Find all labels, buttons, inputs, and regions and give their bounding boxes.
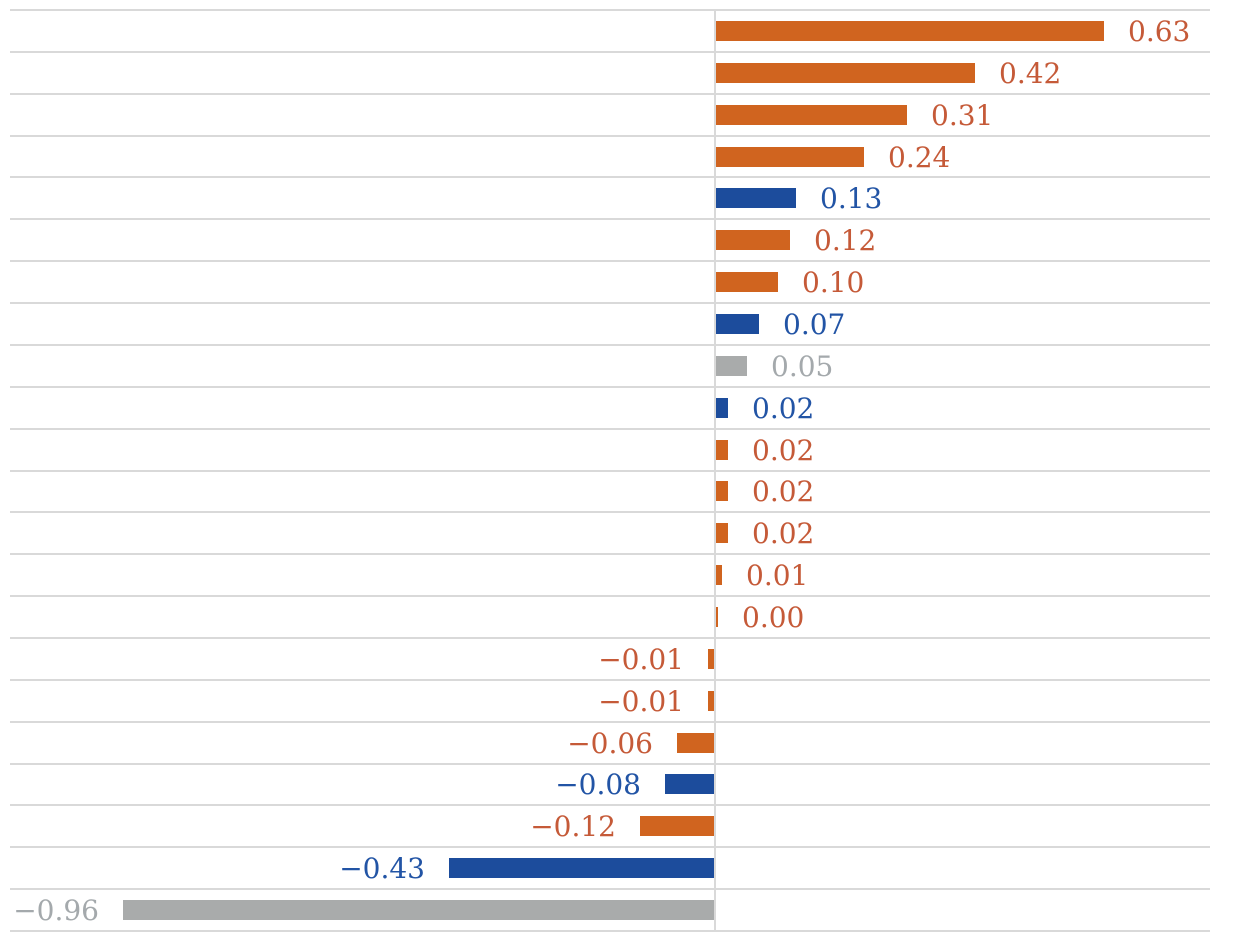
bar <box>716 230 790 250</box>
value-label: −0.01 <box>598 685 684 718</box>
value-label: −0.12 <box>530 810 616 843</box>
gridline <box>10 385 1210 388</box>
gridline <box>10 176 1210 179</box>
bar <box>716 356 747 376</box>
gridline <box>10 762 1210 765</box>
gridline <box>10 260 1210 263</box>
value-label: 0.13 <box>820 182 883 215</box>
bar <box>716 314 759 334</box>
bar <box>708 691 714 711</box>
bar <box>716 523 728 543</box>
value-label: 0.02 <box>752 475 815 508</box>
value-label: −0.43 <box>339 852 425 885</box>
bar <box>716 565 722 585</box>
value-label: −0.06 <box>567 727 653 760</box>
bar <box>708 649 714 669</box>
value-label: 0.31 <box>931 99 994 132</box>
bar <box>716 607 718 627</box>
bar <box>716 105 907 125</box>
bar <box>716 63 975 83</box>
gridline <box>10 720 1210 723</box>
value-label: 0.07 <box>783 308 846 341</box>
gridline <box>10 888 1210 891</box>
gridline <box>10 92 1210 95</box>
gridline <box>10 930 1210 932</box>
bar <box>716 398 728 418</box>
gridline <box>10 678 1210 681</box>
value-label: 0.01 <box>746 559 809 592</box>
value-label: 0.02 <box>752 392 815 425</box>
gridline <box>10 134 1210 137</box>
bar <box>716 147 864 167</box>
gridline <box>10 9 1210 11</box>
gridline <box>10 804 1210 807</box>
value-label: 0.12 <box>814 224 877 257</box>
bar <box>716 440 728 460</box>
value-label: 0.05 <box>771 350 834 383</box>
bar <box>123 900 714 920</box>
gridline <box>10 427 1210 430</box>
gridline <box>10 302 1210 305</box>
value-label: 0.02 <box>752 434 815 467</box>
value-label: 0.42 <box>999 57 1062 90</box>
gridline <box>10 553 1210 556</box>
bar <box>716 481 728 501</box>
value-label: −0.01 <box>598 643 684 676</box>
value-label: 0.24 <box>888 141 951 174</box>
value-label: 0.02 <box>752 517 815 550</box>
gridline <box>10 50 1210 53</box>
gridline <box>10 218 1210 221</box>
value-label: −0.96 <box>13 894 99 927</box>
bar <box>640 816 714 836</box>
value-label: 0.63 <box>1128 15 1191 48</box>
zero-axis-line <box>714 10 716 931</box>
gridline <box>10 846 1210 849</box>
bar <box>716 188 796 208</box>
gridline <box>10 511 1210 514</box>
bar <box>716 272 778 292</box>
bar <box>716 21 1104 41</box>
value-label: −0.08 <box>555 768 641 801</box>
gridline <box>10 595 1210 598</box>
gridline <box>10 636 1210 639</box>
gridline <box>10 469 1210 472</box>
bar <box>449 858 714 878</box>
value-label: 0.00 <box>742 601 805 634</box>
bar <box>665 774 714 794</box>
value-label: 0.10 <box>802 266 865 299</box>
gridline <box>10 343 1210 346</box>
bar <box>677 733 714 753</box>
